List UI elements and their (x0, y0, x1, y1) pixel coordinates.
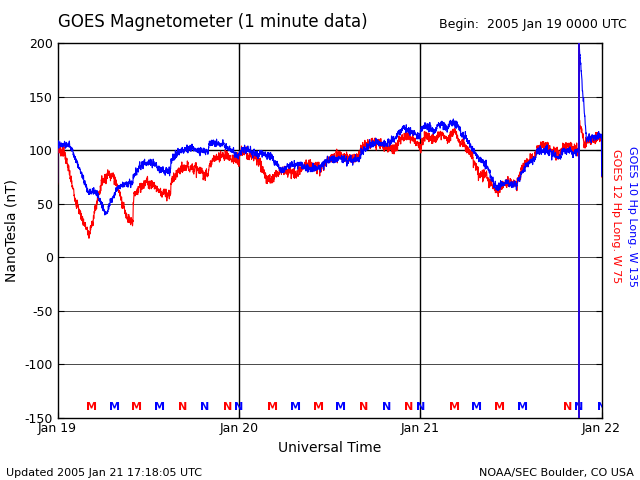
Text: N: N (563, 402, 572, 412)
Text: M: M (154, 402, 165, 412)
Text: N: N (178, 402, 187, 412)
Text: M: M (472, 402, 483, 412)
Text: M: M (290, 402, 301, 412)
Text: M: M (86, 402, 97, 412)
Text: N: N (234, 402, 244, 412)
Text: GOES 12 Hp Long. W 75: GOES 12 Hp Long. W 75 (611, 149, 621, 283)
Text: M: M (516, 402, 528, 412)
Text: M: M (268, 402, 278, 412)
Text: M: M (131, 402, 143, 412)
Text: N: N (359, 402, 368, 412)
Text: N: N (574, 402, 584, 412)
Text: M: M (109, 402, 120, 412)
Text: N: N (404, 402, 413, 412)
Text: Begin:  2005 Jan 19 0000 UTC: Begin: 2005 Jan 19 0000 UTC (440, 18, 627, 31)
Text: N: N (415, 402, 425, 412)
Text: N: N (597, 402, 606, 412)
Text: NOAA/SEC Boulder, CO USA: NOAA/SEC Boulder, CO USA (479, 468, 634, 478)
Text: Updated 2005 Jan 21 17:18:05 UTC: Updated 2005 Jan 21 17:18:05 UTC (6, 468, 202, 478)
Text: M: M (335, 402, 346, 412)
Text: GOES Magnetometer (1 minute data): GOES Magnetometer (1 minute data) (58, 13, 367, 31)
Text: M: M (449, 402, 460, 412)
Text: N: N (381, 402, 391, 412)
Text: N: N (223, 402, 232, 412)
Y-axis label: NanoTesla (nT): NanoTesla (nT) (5, 179, 19, 282)
Text: N: N (200, 402, 209, 412)
Text: M: M (313, 402, 324, 412)
Text: GOES 10 Hp Long. W 135: GOES 10 Hp Long. W 135 (627, 145, 637, 287)
X-axis label: Universal Time: Universal Time (278, 441, 381, 455)
Text: M: M (494, 402, 505, 412)
